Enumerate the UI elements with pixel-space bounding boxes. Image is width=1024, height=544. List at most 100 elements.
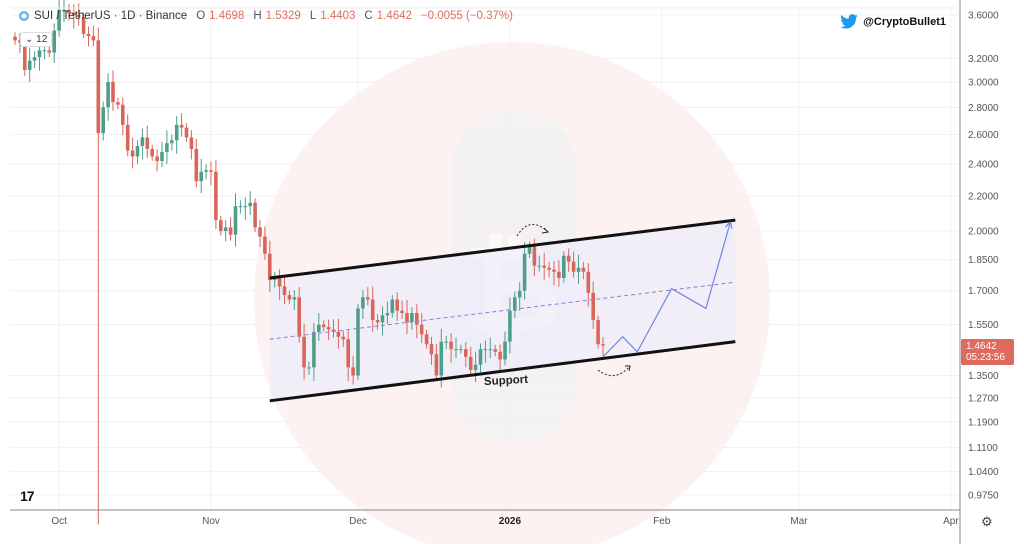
candle bbox=[91, 25, 96, 47]
candle bbox=[292, 290, 297, 310]
candle-body bbox=[562, 255, 566, 278]
symbol-title[interactable]: SUI / TetherUS · 1D · Binance bbox=[34, 10, 188, 22]
time-axis[interactable]: Oct Nov Dec 2026 Feb Mar Apr bbox=[51, 516, 959, 527]
price-tick-label: 1.8500 bbox=[968, 255, 999, 266]
candle bbox=[302, 323, 306, 380]
gear-icon[interactable]: ⚙ bbox=[981, 514, 993, 529]
candle bbox=[517, 282, 522, 311]
candle bbox=[390, 295, 395, 318]
candle bbox=[101, 101, 105, 141]
candle-body bbox=[395, 299, 399, 311]
candle-body bbox=[91, 36, 96, 41]
candle-body bbox=[214, 171, 218, 221]
candle-body bbox=[522, 253, 527, 291]
candle-body bbox=[468, 356, 473, 371]
candle-body bbox=[111, 82, 115, 103]
candle-body bbox=[434, 354, 439, 376]
time-tick-label: Nov bbox=[202, 516, 220, 527]
candle bbox=[145, 125, 150, 158]
candle bbox=[130, 137, 135, 169]
candle-body bbox=[287, 295, 292, 300]
candle bbox=[503, 331, 507, 366]
candle bbox=[444, 335, 448, 350]
candle-body bbox=[444, 341, 448, 343]
candle bbox=[243, 197, 248, 220]
projection-path[interactable] bbox=[602, 221, 731, 358]
candle bbox=[57, 0, 61, 37]
price-tick-label: 1.5500 bbox=[968, 320, 999, 331]
candle-body bbox=[223, 227, 228, 232]
candle bbox=[464, 341, 468, 368]
candle bbox=[263, 226, 267, 260]
candle bbox=[591, 281, 595, 329]
indicators-toggle[interactable]: ⌄ 12 bbox=[20, 32, 53, 47]
candle-body bbox=[248, 202, 252, 207]
candle-body bbox=[125, 124, 130, 151]
price-tick-label: 1.1900 bbox=[968, 417, 999, 428]
price-axis[interactable]: 3.6000 3.2000 3.0000 2.8000 2.6000 2.4000 2.20… bbox=[968, 11, 999, 502]
candle-body bbox=[478, 349, 483, 365]
candle-body bbox=[272, 277, 277, 281]
candle-body bbox=[596, 319, 600, 345]
close-label: C bbox=[364, 10, 373, 22]
low-value: 1.4403 bbox=[320, 10, 356, 22]
candle-body bbox=[513, 297, 517, 311]
price-tick-label: 2.6000 bbox=[968, 130, 999, 141]
candle bbox=[184, 123, 189, 142]
candle-body bbox=[336, 331, 341, 337]
candle bbox=[233, 193, 238, 247]
candle-body bbox=[537, 265, 542, 267]
candle bbox=[341, 330, 346, 347]
candle-body bbox=[454, 349, 458, 351]
candle bbox=[204, 164, 208, 180]
candle-body bbox=[194, 149, 199, 182]
candle-body bbox=[341, 336, 346, 340]
channel-midline[interactable] bbox=[269, 281, 736, 340]
tradingview-logo-icon[interactable]: 17 bbox=[20, 488, 35, 504]
candle bbox=[140, 128, 145, 160]
arrowhead-stroke bbox=[729, 221, 733, 229]
time-tick-label: Feb bbox=[653, 516, 671, 527]
candle-body bbox=[464, 349, 468, 357]
candle bbox=[478, 343, 483, 373]
candle bbox=[351, 355, 355, 385]
candle bbox=[165, 130, 169, 164]
candle bbox=[111, 70, 115, 112]
candle bbox=[282, 274, 287, 305]
candle bbox=[228, 217, 233, 241]
candle bbox=[223, 220, 228, 242]
candle bbox=[76, 3, 81, 26]
candle bbox=[331, 319, 336, 338]
candle bbox=[370, 286, 375, 332]
candle-body bbox=[415, 313, 419, 325]
candle bbox=[557, 260, 561, 287]
low-label: L bbox=[309, 10, 317, 22]
price-tick-label: 2.8000 bbox=[968, 103, 999, 114]
candle bbox=[312, 323, 316, 381]
candle bbox=[253, 198, 257, 232]
candle bbox=[508, 297, 512, 354]
high-label: H bbox=[253, 10, 262, 22]
channel-lower-line[interactable] bbox=[269, 340, 736, 403]
candle bbox=[488, 337, 493, 359]
candle bbox=[174, 116, 179, 154]
candle-body bbox=[493, 349, 497, 352]
arrowhead-stroke bbox=[725, 221, 731, 228]
price-tick-label: 2.0000 bbox=[968, 227, 999, 238]
candle-body bbox=[130, 150, 135, 157]
candle-body bbox=[557, 271, 561, 278]
candle-body bbox=[27, 60, 32, 70]
price-tick-label: 3.2000 bbox=[968, 54, 999, 65]
candle-body bbox=[317, 324, 321, 332]
candles bbox=[13, 0, 605, 525]
candle-body bbox=[57, 9, 61, 31]
channel-upper-line[interactable] bbox=[269, 218, 736, 280]
candle bbox=[268, 240, 272, 293]
candle-body bbox=[86, 33, 91, 37]
time-tick-label: 2026 bbox=[499, 516, 522, 527]
candle-body bbox=[370, 299, 375, 320]
candle bbox=[375, 314, 380, 330]
candle bbox=[307, 361, 311, 375]
sui-logo-icon bbox=[19, 11, 29, 21]
